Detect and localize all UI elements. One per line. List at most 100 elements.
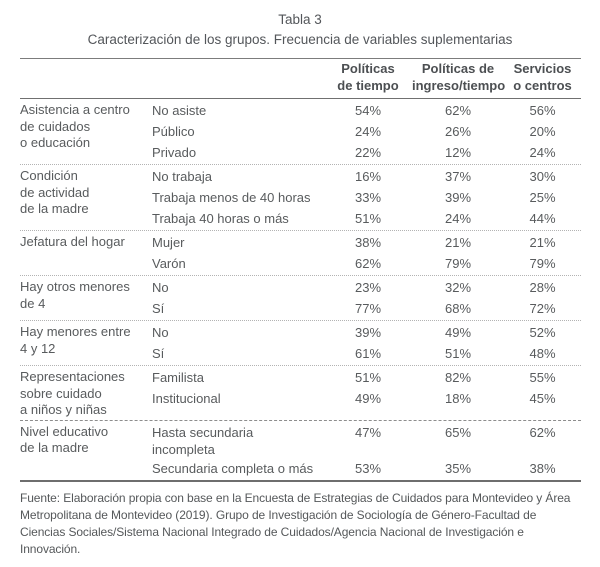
category-cell: Público (152, 124, 195, 139)
value-cell: 48% (529, 346, 556, 361)
value-cell: 30% (529, 169, 556, 184)
value-cell: 45% (529, 391, 556, 406)
category-cell: Sí (152, 301, 165, 316)
column-header-line: Políticas de (421, 61, 495, 76)
category-cell: No (152, 325, 169, 340)
column-header-line: Servicios (513, 61, 572, 76)
table-row: No asiste 54% 62% 56% (152, 100, 581, 121)
value-cell: 32% (444, 280, 472, 295)
section-condicion-actividad: Condición de actividad de la madre No tr… (20, 164, 581, 230)
group-label: Representaciones sobre cuidado a niños y… (20, 369, 125, 417)
value-cell: 24% (529, 145, 556, 160)
section-representaciones-cuidado: Representaciones sobre cuidado a niños y… (20, 365, 581, 420)
value-cell: 24% (354, 124, 382, 139)
value-cell: 51% (444, 346, 472, 361)
value-cell: 62% (444, 103, 472, 118)
value-cell: 21% (529, 235, 556, 250)
value-cell: 51% (354, 370, 382, 385)
table-row: Público 24% 26% 20% (152, 121, 581, 142)
category-cell: Varón (152, 256, 186, 271)
table-row: Varón 62% 79% 79% (152, 253, 581, 274)
category-cell: Trabaja menos de 40 horas (152, 190, 311, 205)
table-row: Trabaja menos de 40 horas 33% 39% 25% (152, 187, 581, 208)
group-label: Hay otros menores de 4 (20, 279, 130, 311)
value-cell: 38% (529, 460, 556, 476)
group-label: Hay menores entre 4 y 12 (20, 324, 131, 356)
value-cell: 82% (444, 370, 472, 385)
category-cell: Mujer (152, 235, 185, 250)
group-label: Condición de actividad de la madre (20, 168, 90, 216)
value-cell: 37% (444, 169, 472, 184)
value-cell: 47% (354, 424, 382, 440)
table-row: No 39% 49% 52% (152, 322, 581, 343)
value-cell: 79% (444, 256, 472, 271)
value-cell: 51% (354, 211, 382, 226)
value-cell: 65% (444, 424, 472, 440)
section-otros-menores-4: Hay otros menores de 4 No 23% 32% 28% Sí… (20, 275, 581, 320)
table-row: Privado 22% 12% 24% (152, 142, 581, 163)
column-header-line: ingreso/tiempo (412, 77, 506, 93)
value-cell: 53% (354, 460, 382, 476)
column-header-politicas-de-tiempo: Políticas de tiempo (324, 61, 412, 94)
value-cell: 35% (444, 460, 472, 476)
value-cell: 55% (529, 370, 556, 385)
value-cell: 28% (529, 280, 556, 295)
table-row: Sí 77% 68% 72% (152, 298, 581, 319)
value-cell: 62% (354, 256, 382, 271)
category-cell: Familista (152, 370, 205, 385)
table-row: Institucional 49% 18% 45% (152, 388, 581, 409)
value-cell: 16% (354, 169, 382, 184)
table-row: Hasta secundaria incompleta 47% 65% 62% (152, 422, 581, 458)
table-number-title: Tabla 3 (278, 12, 322, 27)
column-header-politicas-ingreso-tiempo: Políticas de ingreso/tiempo (412, 61, 506, 94)
value-cell: 33% (354, 190, 382, 205)
table-header-row: Políticas de tiempo Políticas de ingreso… (20, 59, 581, 99)
section-jefatura-hogar: Jefatura del hogar Mujer 38% 21% 21% Var… (20, 230, 581, 275)
data-table: Políticas de tiempo Políticas de ingreso… (20, 58, 581, 482)
category-cell: Institucional (152, 391, 221, 406)
value-cell: 39% (354, 325, 382, 340)
category-cell: No trabaja (152, 169, 212, 184)
table-row: Trabaja 40 horas o más 51% 24% 44% (152, 208, 581, 229)
value-cell: 39% (444, 190, 472, 205)
category-cell: Secundaria completa o más (152, 460, 314, 476)
table-row: No trabaja 16% 37% 30% (152, 166, 581, 187)
group-label: Asistencia a centro de cuidados o educac… (20, 102, 130, 150)
category-cell: Trabaja 40 horas o más (152, 211, 289, 226)
value-cell: 68% (444, 301, 472, 316)
value-cell: 72% (529, 301, 556, 316)
value-cell: 44% (529, 211, 556, 226)
category-cell: No asiste (152, 103, 207, 118)
category-cell: No (152, 280, 169, 295)
value-cell: 49% (444, 325, 472, 340)
column-header-line: de tiempo (337, 77, 399, 93)
section-nivel-educativo: Nivel educativo de la madre Hasta secund… (20, 419, 581, 480)
value-cell: 21% (444, 235, 472, 250)
table-row: Mujer 38% 21% 21% (152, 232, 581, 253)
header-spacer (20, 61, 324, 94)
table-row: No 23% 32% 28% (152, 277, 581, 298)
source-note: Fuente: Elaboración propia con base en l… (20, 490, 571, 556)
value-cell: 25% (529, 190, 556, 205)
value-cell: 79% (529, 256, 556, 271)
value-cell: 12% (444, 145, 472, 160)
value-cell: 54% (354, 103, 382, 118)
value-cell: 26% (444, 124, 472, 139)
group-label: Jefatura del hogar (20, 234, 125, 249)
group-label: Nivel educativo de la madre (20, 423, 109, 456)
value-cell: 62% (529, 424, 556, 440)
value-cell: 38% (354, 235, 382, 250)
value-cell: 56% (529, 103, 556, 118)
table-row: Secundaria completa o más 53% 35% 38% (152, 458, 581, 479)
value-cell: 52% (529, 325, 556, 340)
category-cell: Privado (152, 145, 197, 160)
value-cell: 61% (354, 346, 382, 361)
table-row: Sí 61% 51% 48% (152, 343, 581, 364)
category-cell: Hasta secundaria incompleta (152, 424, 254, 457)
value-cell: 20% (529, 124, 556, 139)
column-header-line: o centros (513, 77, 572, 93)
table-row: Familista 51% 82% 55% (152, 367, 581, 388)
category-cell: Sí (152, 346, 165, 361)
value-cell: 77% (354, 301, 382, 316)
value-cell: 22% (354, 145, 382, 160)
